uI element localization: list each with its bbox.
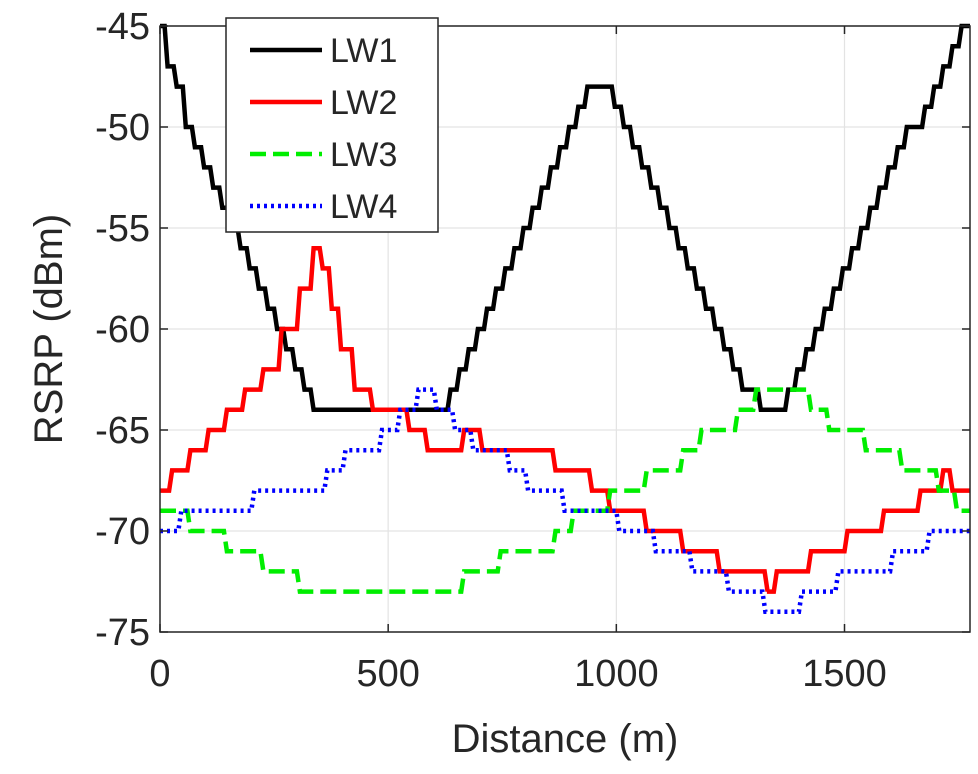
legend-label: LW1 xyxy=(330,32,397,70)
series-line-lw4 xyxy=(160,387,970,615)
y-tick-label: -70 xyxy=(95,511,150,553)
series-line-lw1 xyxy=(160,23,970,413)
legend-label: LW3 xyxy=(330,136,397,174)
series-layer xyxy=(160,23,970,615)
y-tick-label: -50 xyxy=(95,107,150,149)
legend: LW1 LW2 LW3 LW4 xyxy=(225,17,439,233)
y-tick-label: -65 xyxy=(95,410,150,452)
x-tick-label: 500 xyxy=(356,653,419,695)
x-tick-label: 0 xyxy=(149,653,170,695)
axis-ticks: 0 500 1000 1500 -75 -70 -65 -60 -55 -50 -45 xyxy=(95,6,970,695)
x-tick-label: 1000 xyxy=(574,653,659,695)
legend-box xyxy=(225,17,439,233)
series-line-lw2 xyxy=(160,245,970,594)
y-tick-label: -60 xyxy=(95,309,150,351)
legend-label: LW4 xyxy=(330,188,397,226)
y-axis-label: RSRP (dBm) xyxy=(27,214,71,444)
x-axis-label: Distance (m) xyxy=(452,717,679,761)
series-line-lw3 xyxy=(160,387,970,594)
y-tick-label: -55 xyxy=(95,208,150,250)
x-tick-label: 1500 xyxy=(802,653,887,695)
y-tick-label: -45 xyxy=(95,6,150,48)
y-tick-label: -75 xyxy=(95,612,150,654)
legend-label: LW2 xyxy=(330,84,397,122)
